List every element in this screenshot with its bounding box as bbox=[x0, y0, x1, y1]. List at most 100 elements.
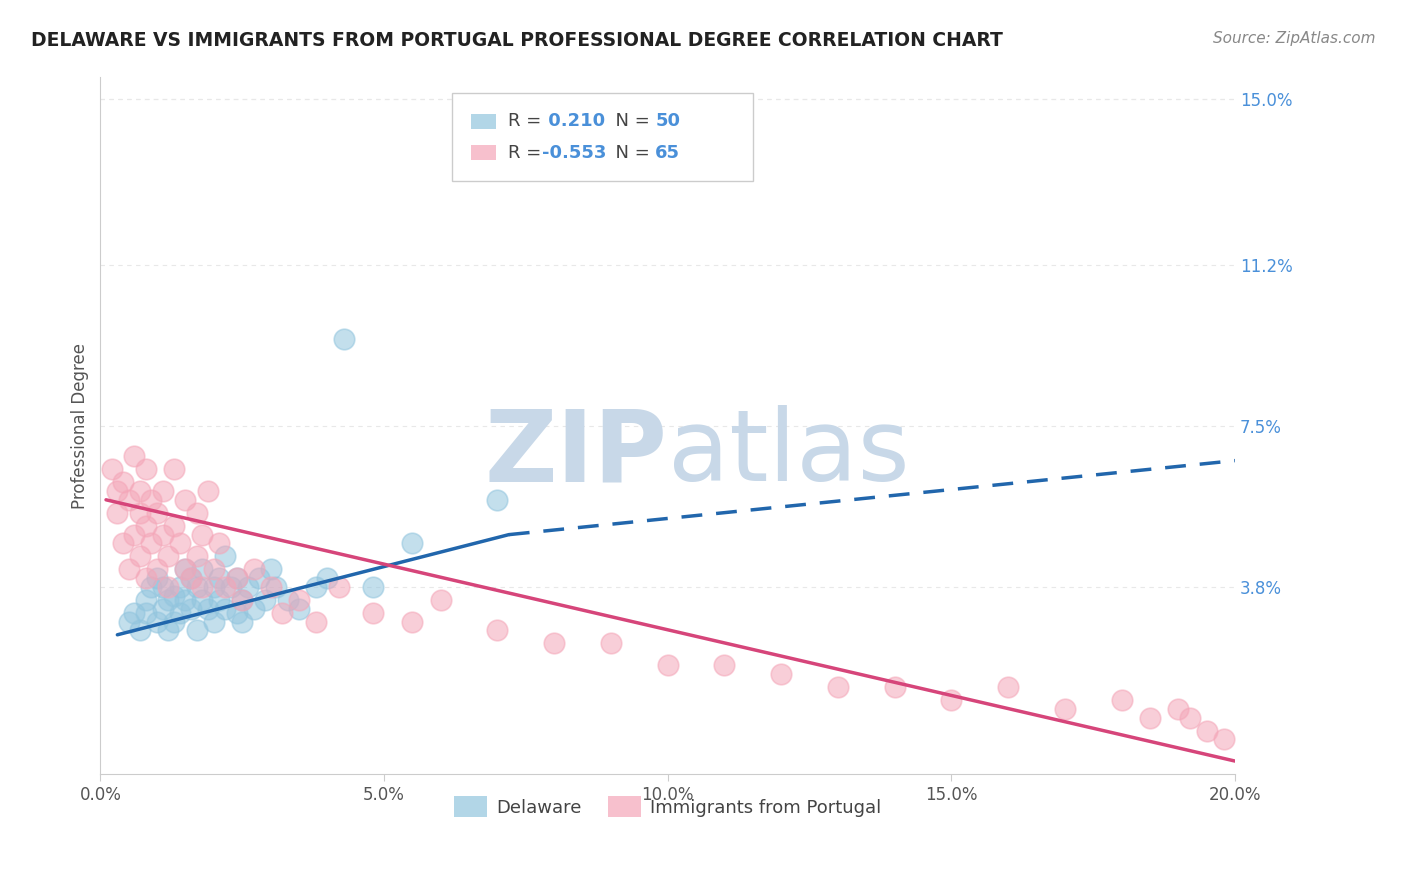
Point bbox=[1212, 732, 1234, 747]
Point bbox=[361, 606, 384, 620]
Point bbox=[186, 580, 208, 594]
Point bbox=[197, 601, 219, 615]
Point bbox=[186, 624, 208, 638]
Point bbox=[129, 484, 152, 499]
Point bbox=[112, 536, 135, 550]
Point bbox=[305, 580, 328, 594]
Point bbox=[197, 484, 219, 499]
Point bbox=[600, 636, 623, 650]
Point bbox=[169, 536, 191, 550]
Point bbox=[236, 580, 259, 594]
Point bbox=[180, 601, 202, 615]
Point bbox=[1195, 723, 1218, 738]
Point bbox=[157, 580, 180, 594]
Point bbox=[157, 593, 180, 607]
FancyBboxPatch shape bbox=[453, 94, 752, 180]
Point bbox=[288, 593, 311, 607]
Point bbox=[112, 475, 135, 490]
Point bbox=[208, 593, 231, 607]
Point bbox=[1139, 710, 1161, 724]
Point bbox=[247, 571, 270, 585]
Point bbox=[231, 593, 253, 607]
Point bbox=[100, 462, 122, 476]
Point bbox=[316, 571, 339, 585]
Point bbox=[180, 571, 202, 585]
Point bbox=[141, 492, 163, 507]
Point bbox=[135, 571, 157, 585]
Point bbox=[135, 519, 157, 533]
Text: R =: R = bbox=[508, 112, 547, 130]
Point bbox=[997, 680, 1019, 694]
Text: R =: R = bbox=[508, 144, 547, 161]
Point bbox=[288, 601, 311, 615]
Point bbox=[105, 484, 128, 499]
Point bbox=[163, 462, 186, 476]
FancyBboxPatch shape bbox=[471, 145, 496, 161]
Point bbox=[157, 624, 180, 638]
Point bbox=[157, 549, 180, 564]
Point bbox=[231, 593, 253, 607]
Point bbox=[152, 527, 174, 541]
Point bbox=[259, 580, 281, 594]
Point bbox=[124, 606, 146, 620]
Point bbox=[242, 562, 264, 576]
Point bbox=[328, 580, 350, 594]
Point bbox=[146, 506, 169, 520]
Text: ZIP: ZIP bbox=[485, 405, 668, 502]
Legend: Delaware, Immigrants from Portugal: Delaware, Immigrants from Portugal bbox=[447, 789, 889, 824]
Point bbox=[186, 506, 208, 520]
Point bbox=[361, 580, 384, 594]
Point bbox=[219, 580, 242, 594]
Point bbox=[174, 492, 197, 507]
Point bbox=[214, 549, 236, 564]
Point bbox=[202, 562, 225, 576]
Point bbox=[1167, 702, 1189, 716]
Point bbox=[141, 536, 163, 550]
Y-axis label: Professional Degree: Professional Degree bbox=[72, 343, 89, 508]
Point bbox=[214, 601, 236, 615]
Point bbox=[146, 562, 169, 576]
Point bbox=[270, 606, 292, 620]
Point bbox=[770, 667, 793, 681]
Text: Source: ZipAtlas.com: Source: ZipAtlas.com bbox=[1212, 31, 1375, 46]
Text: N =: N = bbox=[605, 112, 655, 130]
Point bbox=[191, 580, 214, 594]
Point bbox=[883, 680, 905, 694]
Point bbox=[225, 571, 247, 585]
Point bbox=[941, 693, 963, 707]
Point bbox=[1053, 702, 1076, 716]
Point bbox=[202, 615, 225, 629]
Point bbox=[225, 571, 247, 585]
Point bbox=[208, 571, 231, 585]
Point bbox=[277, 593, 299, 607]
Point bbox=[174, 562, 197, 576]
Point bbox=[135, 593, 157, 607]
Point bbox=[169, 606, 191, 620]
Point bbox=[191, 593, 214, 607]
Text: atlas: atlas bbox=[668, 405, 910, 502]
Point bbox=[202, 580, 225, 594]
Point bbox=[225, 606, 247, 620]
Point bbox=[180, 571, 202, 585]
Point bbox=[146, 571, 169, 585]
Point bbox=[174, 562, 197, 576]
Text: -0.553: -0.553 bbox=[541, 144, 606, 161]
Point bbox=[305, 615, 328, 629]
Point bbox=[169, 580, 191, 594]
Point bbox=[242, 601, 264, 615]
Point bbox=[259, 562, 281, 576]
Point bbox=[118, 562, 141, 576]
Point bbox=[135, 462, 157, 476]
Point bbox=[543, 636, 565, 650]
Point bbox=[713, 658, 735, 673]
Text: DELAWARE VS IMMIGRANTS FROM PORTUGAL PROFESSIONAL DEGREE CORRELATION CHART: DELAWARE VS IMMIGRANTS FROM PORTUGAL PRO… bbox=[31, 31, 1002, 50]
Point bbox=[1178, 710, 1201, 724]
Point bbox=[214, 580, 236, 594]
Point bbox=[827, 680, 849, 694]
Text: 65: 65 bbox=[655, 144, 681, 161]
Point bbox=[129, 549, 152, 564]
Point bbox=[163, 615, 186, 629]
Point bbox=[124, 527, 146, 541]
Point bbox=[124, 450, 146, 464]
Point bbox=[486, 492, 509, 507]
